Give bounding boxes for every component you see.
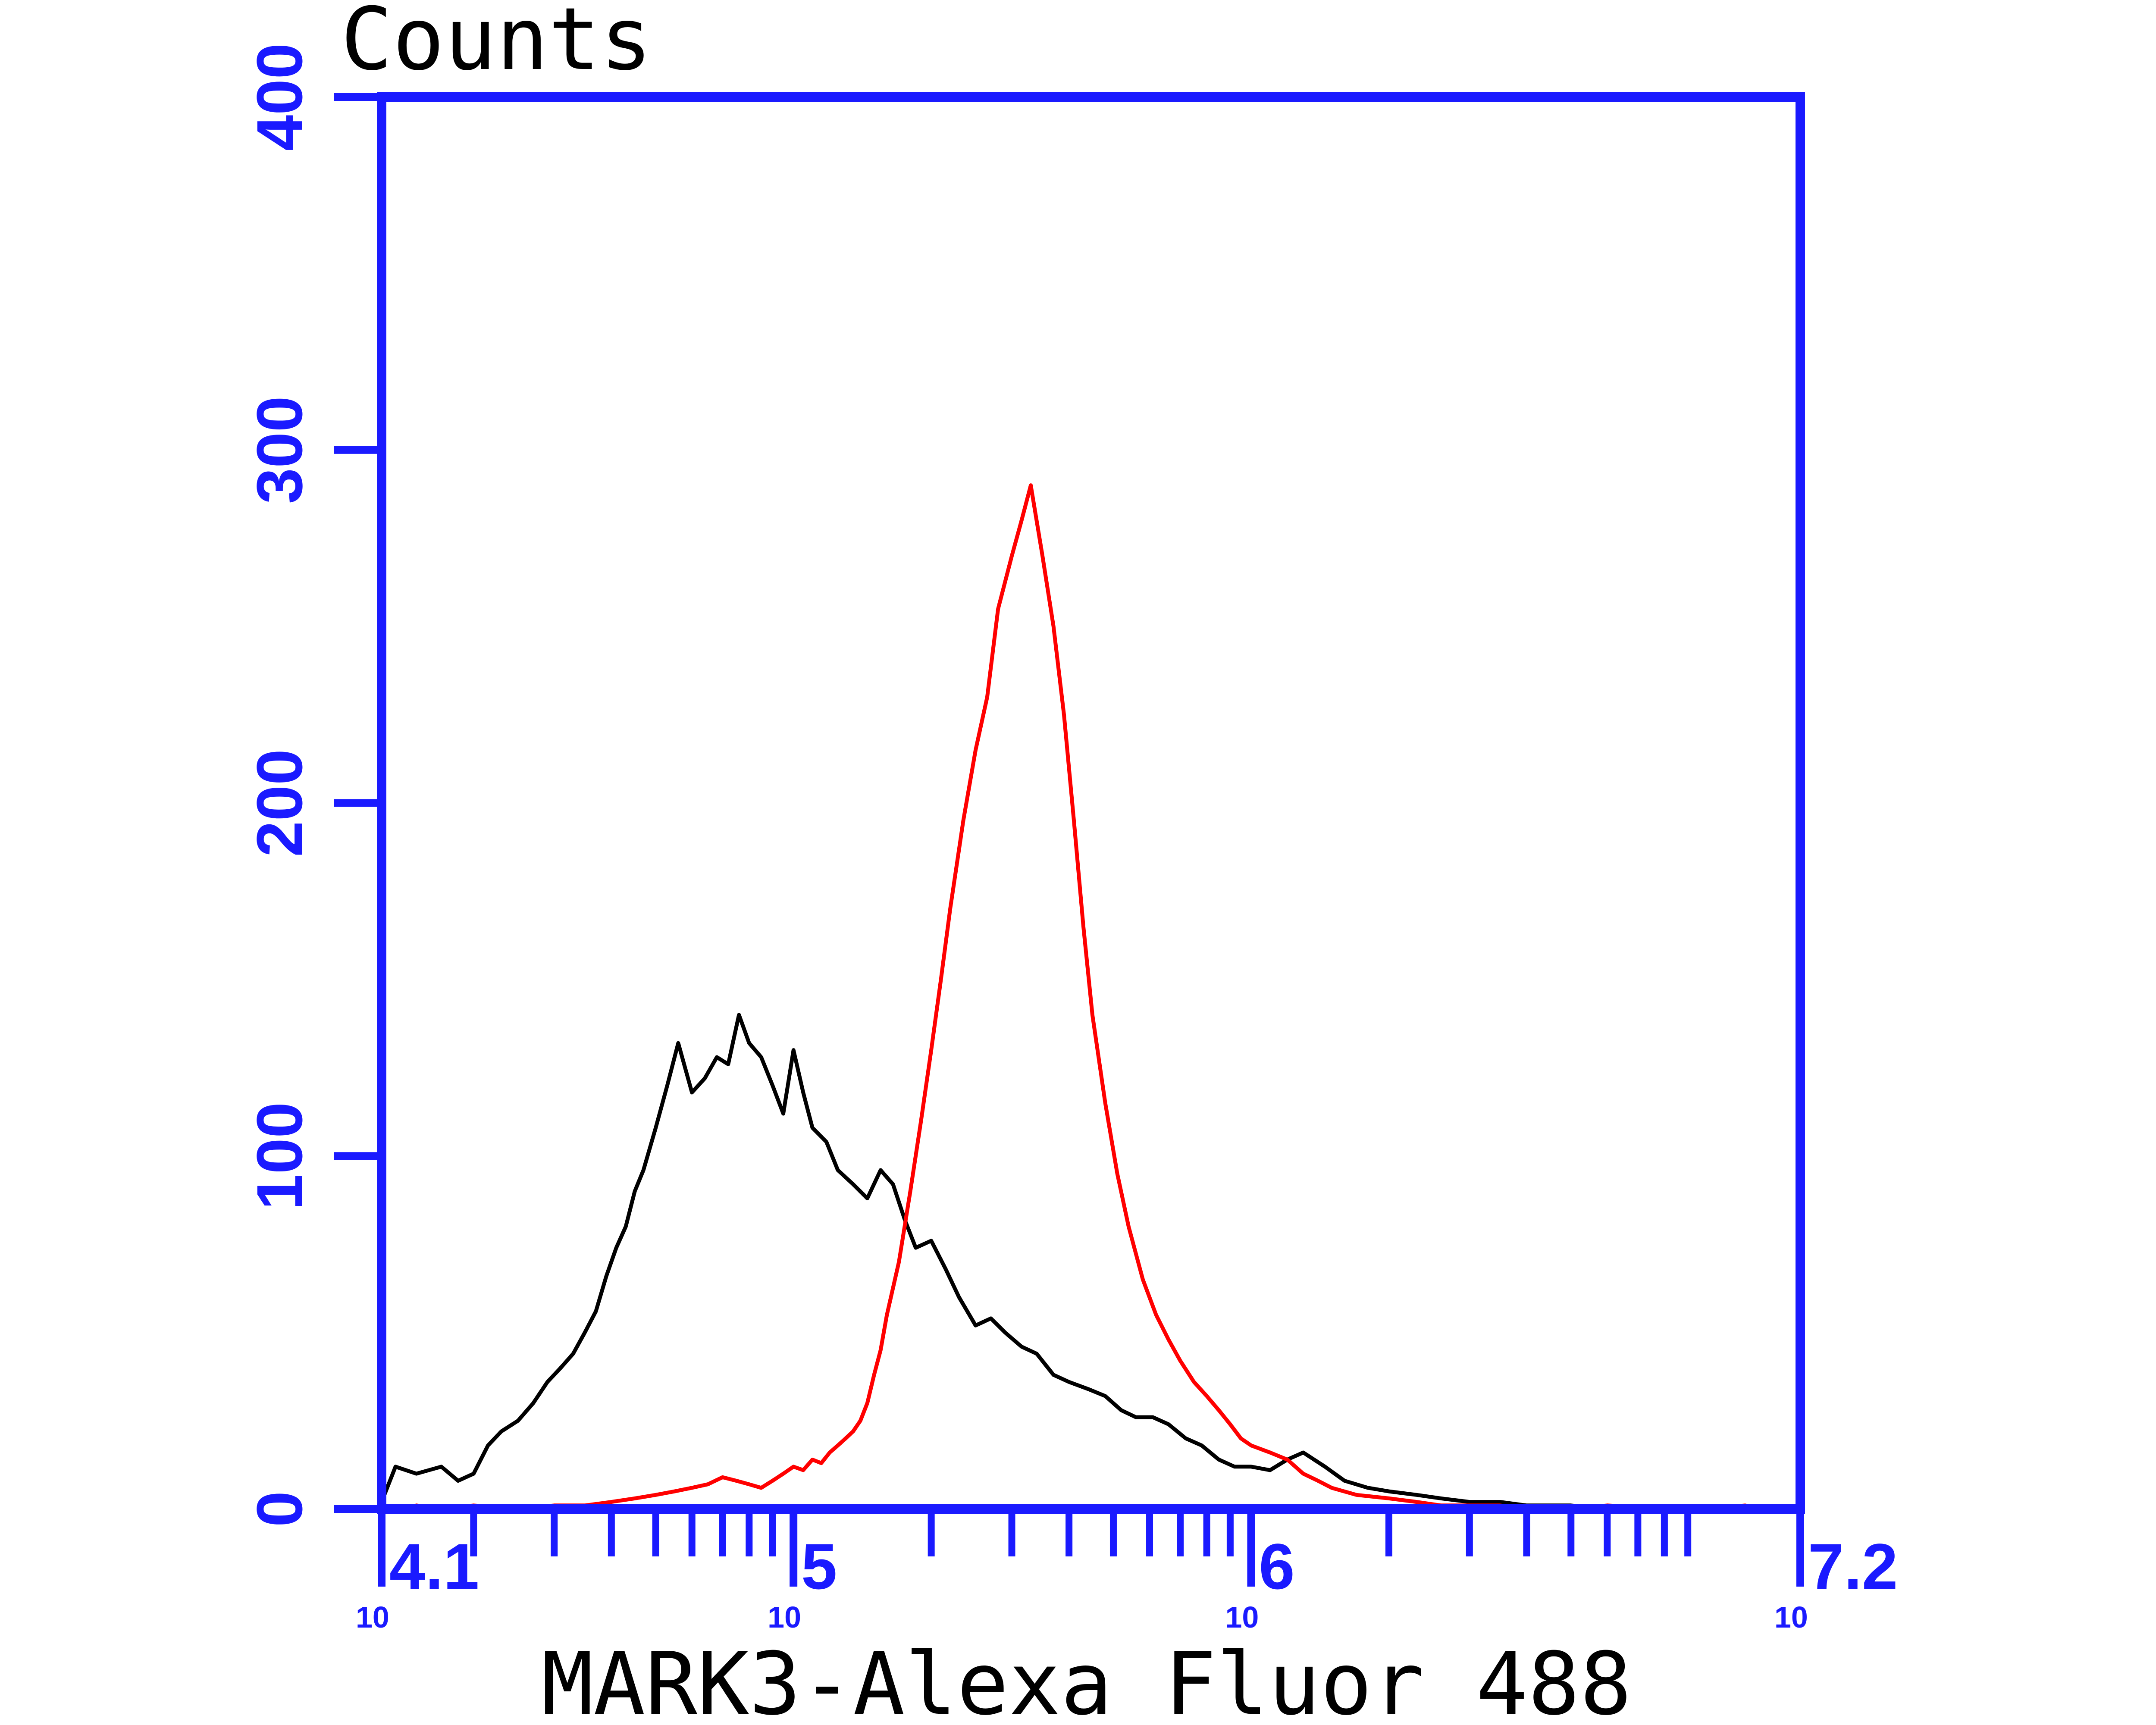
y-axis-ticks: 0 100 200 300 400 xyxy=(243,43,382,1527)
x-tick-label: 107.2 xyxy=(1774,1530,1898,1634)
x-axis-label: MARK3-Alexa Fluor 488 xyxy=(542,1634,1632,1725)
x-tick-label: 106 xyxy=(1225,1530,1294,1634)
y-tick-label: 300 xyxy=(243,396,316,504)
y-axis-label: Counts xyxy=(341,0,652,90)
x-tick-label: 105 xyxy=(768,1530,837,1634)
y-tick-label: 400 xyxy=(243,43,316,151)
x-tick-label: 104.1 xyxy=(356,1530,479,1634)
series-layer xyxy=(379,483,1761,1511)
y-tick-label: 0 xyxy=(243,1491,316,1527)
y-tick-label: 100 xyxy=(243,1102,316,1210)
series-line-1 xyxy=(379,1013,1709,1511)
y-tick-label: 200 xyxy=(243,749,316,857)
x-axis-ticks: 104.1 105 106 107.2 xyxy=(356,1509,1898,1634)
series-line-2 xyxy=(402,483,1761,1511)
